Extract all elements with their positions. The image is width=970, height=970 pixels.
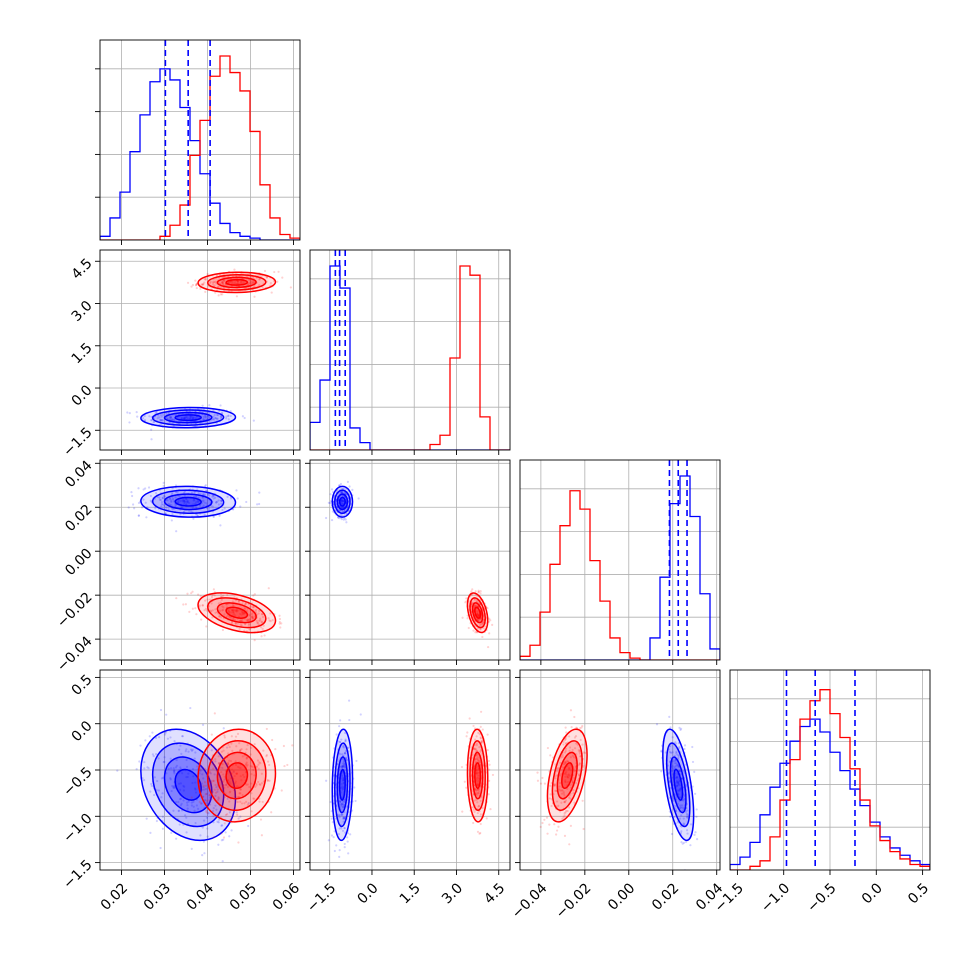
- panel-0-0: [95, 39, 301, 245]
- y-tick-label-3-0: −1.5: [60, 857, 95, 892]
- panel-1-1: [309, 249, 511, 455]
- histogram-0-param-2: [520, 475, 720, 660]
- x-tick-label-2-2: 0.00: [605, 880, 638, 913]
- x-tick-label-0-4: 0.06: [270, 880, 303, 913]
- contour-0-3: [174, 496, 202, 507]
- contour-1-0: [197, 728, 277, 823]
- contour-0-2: [336, 756, 349, 814]
- contour-1-0: [466, 592, 489, 634]
- x-tick-label-1-4: 4.5: [481, 880, 508, 907]
- grid-lines: [310, 460, 510, 660]
- x-tick-label-1-2: 1.5: [397, 880, 424, 907]
- y-tick-label-3-2: −0.5: [60, 764, 95, 799]
- contour-0-0: [662, 728, 695, 842]
- contour-1-3: [561, 762, 574, 790]
- contour-0-3: [338, 496, 346, 507]
- x-tick-label-3-2: −0.5: [804, 880, 839, 915]
- contour-1-2: [471, 751, 484, 800]
- contour-0-1: [665, 742, 691, 828]
- y-tick-label-1-3: 3.0: [69, 298, 96, 325]
- panel-frame: [99, 249, 301, 451]
- contour-0-2: [163, 411, 213, 424]
- y-tick-label-1-1: 0.0: [69, 382, 96, 409]
- contour-1-1: [469, 597, 486, 629]
- histogram-0-param-0: [100, 68, 300, 240]
- contour-1-1: [551, 740, 583, 812]
- grid-lines: [520, 670, 720, 870]
- panel-2-2: [519, 459, 721, 665]
- x-tick-label-0-2: 0.04: [184, 880, 217, 913]
- x-tick-label-2-0: −0.04: [509, 880, 551, 922]
- contour-0-3: [673, 768, 684, 801]
- x-tick-label-2-1: −0.02: [553, 880, 595, 922]
- y-tick-label-1-4: 4.5: [69, 256, 96, 283]
- x-tick-label-3-4: 0.5: [905, 880, 932, 907]
- contour-0-3: [174, 414, 202, 422]
- contour-1-0: [197, 592, 277, 634]
- contour-0-3: [338, 768, 346, 801]
- y-tick-label-2-1: −0.02: [54, 590, 96, 632]
- contour-0-2: [163, 493, 213, 511]
- x-tick-label-0-1: 0.03: [141, 880, 174, 913]
- y-tick-label-3-3: 0.0: [69, 718, 96, 745]
- grid-lines: [100, 460, 300, 660]
- x-tick-label-1-3: 3.0: [439, 880, 466, 907]
- panel-frame: [99, 459, 301, 661]
- y-tick-label-1-2: 1.5: [69, 340, 96, 367]
- panel-3-1: −1.5 0.0 1.5 3.0 4.5: [304, 669, 511, 916]
- contour-1-0: [546, 728, 588, 823]
- x-tick-label-3-1: −1.0: [758, 880, 793, 915]
- y-tick-label-2-3: 0.02: [62, 502, 95, 535]
- panel-1-0: −1.5 0.0 1.5 3.0 4.5: [60, 249, 301, 460]
- x-tick-label-1-1: 0.0: [355, 880, 382, 907]
- panel-frame: [309, 249, 511, 451]
- grid-lines: [100, 40, 300, 240]
- y-tick-label-3-4: 0.5: [69, 672, 96, 699]
- x-tick-label-1-0: −1.5: [304, 880, 339, 915]
- x-tick-label-0-3: 0.05: [227, 880, 260, 913]
- x-tick-label-2-3: 0.02: [649, 880, 682, 913]
- contour-1-3: [225, 606, 249, 619]
- panel-3-0: 0.02 0.03 0.04 0.05 0.06 −1.5 −1.0 −0.5 0.0 0.5: [60, 669, 303, 914]
- histogram-1-param-1: [310, 265, 510, 450]
- y-tick-label-2-2: 0.00: [62, 546, 95, 579]
- panel-frame: [519, 459, 721, 661]
- panel-frame: [309, 459, 511, 661]
- panel-3-3: −1.5 −1.0 −0.5 0.0 0.5: [712, 669, 932, 916]
- histogram-1-param-3: [730, 689, 930, 870]
- y-tick-label-2-0: −0.04: [54, 633, 96, 675]
- grid-lines: [310, 250, 510, 450]
- x-tick-label-0-0: 0.02: [98, 880, 131, 913]
- y-tick-label-3-1: −1.0: [60, 811, 95, 846]
- grid-lines: [100, 670, 300, 870]
- histogram-0-param-3: [730, 718, 930, 870]
- y-tick-label-2-4: 0.04: [62, 458, 95, 491]
- contour-1-2: [216, 276, 257, 289]
- panel-frame: [99, 39, 301, 241]
- contour-1-3: [225, 278, 249, 286]
- y-tick-label-1-0: −1.5: [60, 425, 95, 460]
- contour-1-1: [206, 597, 267, 629]
- panel-2-1: [305, 459, 511, 665]
- contour-1-3: [225, 762, 249, 790]
- panel-3-2: −0.04 −0.02 0.00 0.02 0.04: [509, 669, 726, 922]
- contour-1-3: [474, 762, 482, 790]
- contour-1-2: [216, 751, 257, 800]
- histogram-1-param-2: [520, 490, 720, 660]
- x-tick-label-3-3: 0.0: [859, 880, 886, 907]
- contour-1-3: [474, 606, 482, 619]
- histogram-0-param-1: [310, 265, 510, 450]
- histogram-1-param-0: [100, 55, 300, 240]
- panel-2-0: −0.04−0.02 0.00 0.02 0.04: [54, 458, 301, 675]
